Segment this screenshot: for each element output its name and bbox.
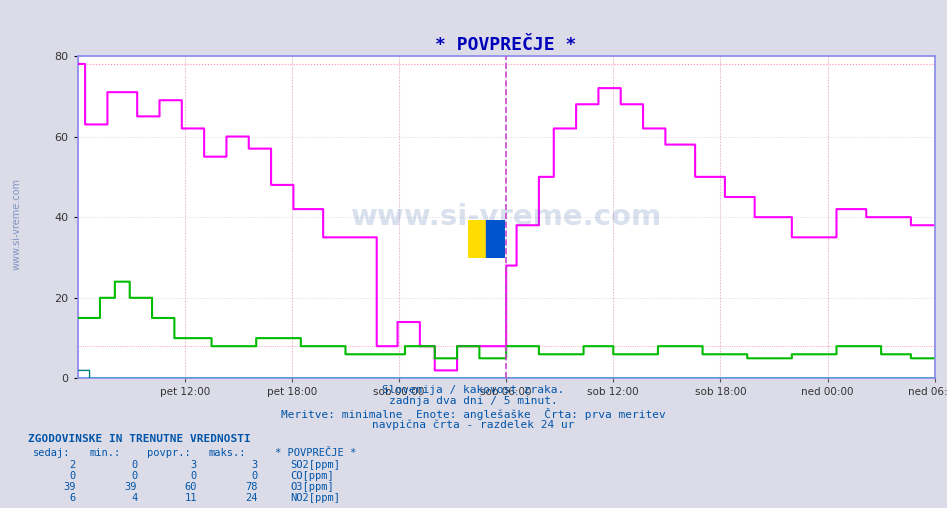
Text: 0: 0 (251, 471, 258, 481)
Text: 39: 39 (125, 482, 137, 492)
Text: 3: 3 (190, 460, 197, 470)
Text: sedaj:: sedaj: (33, 448, 71, 458)
Text: CO[ppm]: CO[ppm] (291, 471, 334, 481)
Text: * POVPREČJE *: * POVPREČJE * (275, 448, 356, 458)
Text: navpična črta - razdelek 24 ur: navpična črta - razdelek 24 ur (372, 420, 575, 430)
Text: 4: 4 (131, 493, 137, 503)
Text: Slovenija / kakovost zraka.: Slovenija / kakovost zraka. (383, 385, 564, 395)
Text: www.si-vreme.com: www.si-vreme.com (11, 177, 22, 270)
Text: maks.:: maks.: (208, 448, 246, 458)
Text: 2: 2 (69, 460, 76, 470)
Text: 0: 0 (190, 471, 197, 481)
Text: 24: 24 (245, 493, 258, 503)
Text: 0: 0 (131, 471, 137, 481)
Text: Meritve: minimalne  Enote: anglešaške  Črta: prva meritev: Meritve: minimalne Enote: anglešaške Črt… (281, 408, 666, 420)
Text: zadnja dva dni / 5 minut.: zadnja dva dni / 5 minut. (389, 396, 558, 406)
Text: povpr.:: povpr.: (147, 448, 190, 458)
Text: 78: 78 (245, 482, 258, 492)
Text: min.:: min.: (90, 448, 121, 458)
Text: 0: 0 (69, 471, 76, 481)
Text: O3[ppm]: O3[ppm] (291, 482, 334, 492)
Text: SO2[ppm]: SO2[ppm] (291, 460, 341, 470)
Text: ZGODOVINSKE IN TRENUTNE VREDNOSTI: ZGODOVINSKE IN TRENUTNE VREDNOSTI (28, 434, 251, 444)
Text: 0: 0 (131, 460, 137, 470)
Text: 6: 6 (69, 493, 76, 503)
Text: www.si-vreme.com: www.si-vreme.com (350, 203, 662, 231)
Text: 39: 39 (63, 482, 76, 492)
Title: * POVPREČJE *: * POVPREČJE * (436, 37, 577, 54)
Text: NO2[ppm]: NO2[ppm] (291, 493, 341, 503)
Text: 3: 3 (251, 460, 258, 470)
Text: 11: 11 (185, 493, 197, 503)
Text: 60: 60 (185, 482, 197, 492)
